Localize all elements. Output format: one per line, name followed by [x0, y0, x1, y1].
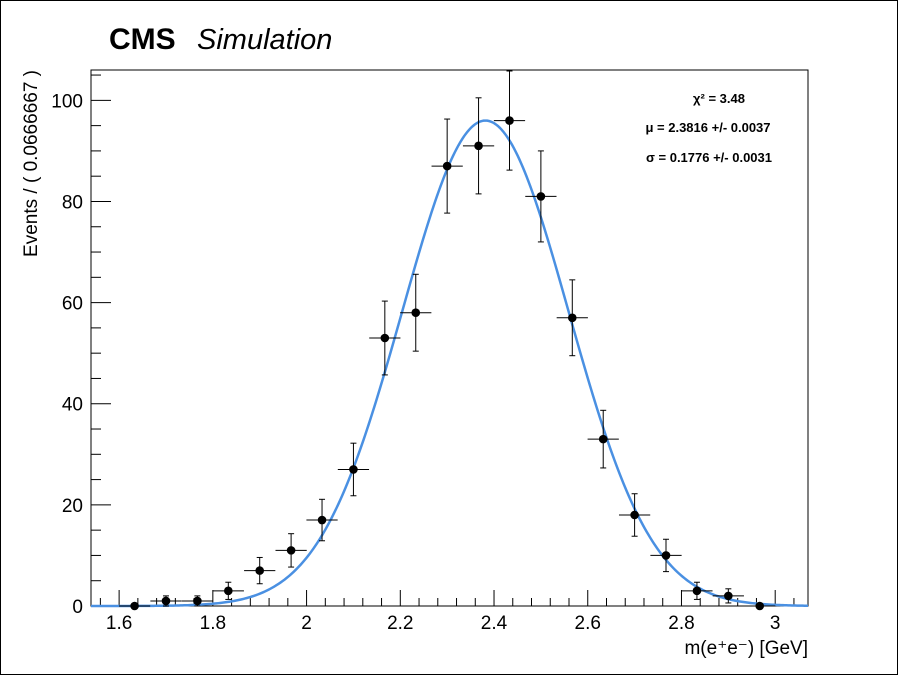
data-point [681, 581, 713, 600]
data-point [337, 442, 370, 497]
mu-text: μ = 2.3816 +/- 0.0037 [645, 120, 770, 135]
gaussian-fit-curve [91, 119, 809, 608]
y-tick-label: 20 [62, 496, 83, 517]
data-marker [567, 313, 577, 323]
data-point [587, 409, 619, 469]
data-point [431, 118, 463, 214]
data-marker [130, 601, 139, 611]
data-point [275, 533, 307, 568]
data-point [744, 601, 776, 611]
data-marker [474, 141, 483, 151]
data-points [118, 70, 776, 611]
data-point [462, 97, 495, 195]
simulation-label: Simulation [197, 24, 332, 56]
data-point [650, 538, 682, 573]
data-marker [317, 515, 327, 525]
data-point [618, 493, 651, 537]
data-marker [536, 192, 546, 201]
data-point [212, 581, 244, 600]
x-tick-label: 2 [301, 613, 312, 634]
data-marker [724, 591, 733, 601]
data-marker [255, 566, 265, 575]
data-point [556, 279, 588, 357]
data-marker [630, 510, 639, 520]
y-tick-label: 100 [51, 91, 83, 112]
y-tick-label: 80 [62, 192, 83, 213]
data-marker [505, 116, 514, 125]
data-point [181, 595, 213, 607]
data-marker [193, 596, 202, 606]
data-point [244, 556, 276, 585]
y-tick-label: 40 [62, 395, 83, 416]
cms-label: CMS [109, 23, 176, 56]
data-point [369, 300, 401, 376]
x-tick-label: 3 [770, 613, 781, 634]
data-marker [411, 308, 421, 318]
data-marker [442, 161, 452, 171]
data-marker [286, 546, 296, 555]
data-marker [380, 333, 390, 343]
x-tick-label: 2.8 [668, 613, 694, 634]
axis-ticks [91, 74, 795, 607]
x-tick-label: 2.6 [575, 613, 601, 634]
y-tick-label: 0 [72, 597, 83, 618]
data-marker [755, 601, 765, 611]
data-marker [224, 586, 233, 596]
x-tick-label: 2.2 [387, 613, 413, 634]
data-point [493, 70, 526, 171]
data-marker [692, 586, 702, 596]
y-axis-label: Events / ( 0.0666667 ) [21, 70, 42, 257]
data-marker [661, 551, 671, 560]
sigma-text: σ = 0.1776 +/- 0.0031 [646, 150, 772, 165]
x-tick-label: 2.4 [481, 613, 508, 634]
data-point [525, 150, 557, 243]
data-point [118, 601, 151, 611]
x-tick-label: 1.6 [106, 613, 132, 634]
data-point [150, 595, 182, 607]
data-marker [349, 465, 358, 474]
data-marker [161, 596, 171, 606]
data-point [306, 498, 338, 542]
plot-frame [90, 69, 809, 607]
x-tick-label: 1.8 [200, 613, 226, 634]
axis-tick-labels: 1.6 1.8 2 2.2 2.4 2.6 2.8 3 0 20 40 60 80 100 [51, 91, 780, 634]
data-point [400, 273, 432, 352]
data-marker [598, 434, 608, 444]
x-axis-label: m(e⁺e⁻) [GeV] [684, 638, 808, 659]
y-tick-label: 60 [62, 294, 83, 315]
data-point [712, 588, 744, 604]
chi2-text: χ² = 3.48 [693, 91, 745, 106]
